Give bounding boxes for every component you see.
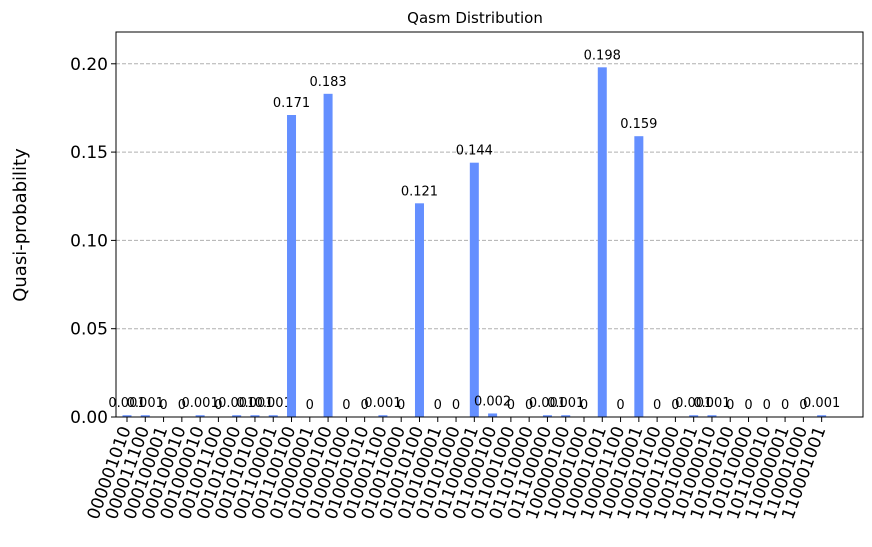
data-label: 0.002: [474, 394, 511, 409]
data-label: 0.159: [620, 117, 657, 132]
bar: [542, 415, 552, 417]
data-label: 0: [159, 398, 167, 413]
data-label: 0: [763, 398, 771, 413]
data-label: 0.001: [547, 396, 584, 411]
bar: [414, 203, 424, 417]
data-label: 0: [214, 398, 222, 413]
data-label: 0: [781, 398, 789, 413]
y-tick-label: 0.20: [70, 55, 108, 75]
data-label: 0: [397, 398, 405, 413]
y-axis-label: Quasi-probability: [10, 148, 31, 302]
data-label: 0: [306, 398, 314, 413]
data-label: 0.001: [236, 396, 273, 411]
data-label: 0.001: [693, 396, 730, 411]
data-label: 0.001: [108, 396, 145, 411]
data-label: 0.001: [182, 396, 219, 411]
data-label: 0.171: [273, 96, 310, 111]
y-tick-label: 0.05: [70, 320, 108, 340]
chart-title: Qasm Distribution: [407, 9, 543, 27]
bar: [122, 415, 132, 417]
data-label: 0: [799, 398, 807, 413]
data-label: 0.001: [255, 396, 292, 411]
y-tick-label: 0.15: [70, 143, 108, 163]
data-label: 0: [653, 398, 661, 413]
bar: [287, 115, 297, 418]
data-label: 0.001: [529, 396, 566, 411]
data-label: 0: [744, 398, 752, 413]
data-label: 0: [342, 398, 350, 413]
data-label: 0.001: [218, 396, 255, 411]
plot-frame: [115, 31, 864, 418]
data-label: 0: [178, 398, 186, 413]
bar: [195, 415, 205, 417]
bar: [597, 67, 607, 417]
bar: [378, 415, 388, 417]
bar: [469, 162, 479, 417]
data-label: 0.121: [401, 184, 438, 199]
bar: [817, 415, 827, 417]
bar: [250, 415, 260, 417]
data-label: 0.001: [127, 396, 164, 411]
data-label: 0: [580, 398, 588, 413]
data-label: 0.198: [584, 48, 621, 63]
bar: [323, 93, 333, 418]
data-label: 0: [507, 398, 515, 413]
bar: [634, 136, 644, 417]
bar: [689, 415, 699, 417]
y-tick-label: 0.00: [70, 408, 108, 428]
data-label: 0.001: [803, 396, 840, 411]
data-label: 0: [360, 398, 368, 413]
data-label: 0: [452, 398, 460, 413]
bar: [561, 415, 571, 417]
y-tick-label: 0.10: [70, 231, 108, 251]
data-label: 0: [616, 398, 624, 413]
data-label: 0: [671, 398, 679, 413]
bar: [140, 415, 150, 417]
data-label: 0.001: [675, 396, 712, 411]
bar: [707, 415, 717, 417]
data-label: 0: [726, 398, 734, 413]
data-label: 0.001: [364, 396, 401, 411]
bar: [488, 413, 498, 417]
data-label: 0: [525, 398, 533, 413]
bar: [232, 415, 242, 417]
bar: [268, 415, 278, 417]
data-label: 0: [434, 398, 442, 413]
data-label: 0.144: [456, 144, 493, 159]
data-label: 0.183: [309, 75, 346, 90]
